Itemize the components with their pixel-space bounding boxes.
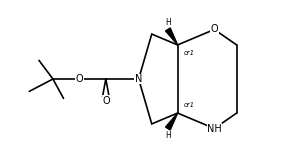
Text: O: O xyxy=(76,74,83,84)
Text: H: H xyxy=(165,131,171,140)
Text: N: N xyxy=(135,74,142,84)
Text: H: H xyxy=(165,18,171,27)
Text: or1: or1 xyxy=(183,50,194,56)
Polygon shape xyxy=(166,113,178,130)
Text: O: O xyxy=(210,24,218,34)
Text: O: O xyxy=(102,96,110,106)
Text: or1: or1 xyxy=(183,102,194,108)
Text: NH: NH xyxy=(207,124,222,134)
Polygon shape xyxy=(166,28,178,45)
